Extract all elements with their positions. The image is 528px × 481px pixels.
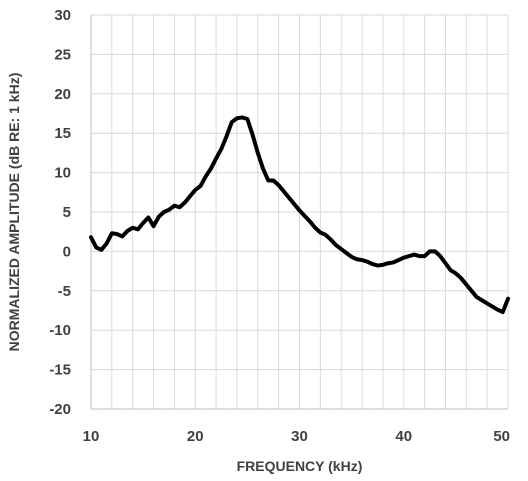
- y-tick-label: 5: [63, 204, 71, 221]
- x-tick-label: 10: [83, 428, 100, 445]
- y-tick-label: -15: [49, 362, 71, 379]
- series-line: [89, 115, 510, 315]
- x-tick-labels: 10 20 30 40 50: [83, 428, 510, 445]
- x-tick-label: 20: [187, 428, 204, 445]
- y-tick-label: -10: [49, 322, 71, 339]
- y-tick-label: 25: [54, 46, 71, 63]
- y-tick-label: 20: [54, 86, 71, 103]
- y-tick-label: 30: [54, 7, 71, 24]
- x-tick-label: 30: [291, 428, 308, 445]
- y-tick-label: 10: [54, 165, 71, 182]
- x-axis-title: FREQUENCY (kHz): [237, 458, 363, 474]
- y-tick-label: -5: [58, 283, 71, 300]
- y-tick-label: 0: [63, 243, 71, 260]
- x-tick-label: 50: [493, 428, 510, 445]
- y-axis-title: NORMALIZED AMPLITUDE (dB RE: 1 kHz): [6, 73, 22, 352]
- y-tick-label: 15: [54, 125, 71, 142]
- y-tick-label: -20: [49, 401, 71, 418]
- x-tick-label: 40: [395, 428, 412, 445]
- y-tick-labels: 30 25 20 15 10 5 0 -5 -10 -15 -20: [49, 7, 71, 418]
- axes: [90, 15, 508, 410]
